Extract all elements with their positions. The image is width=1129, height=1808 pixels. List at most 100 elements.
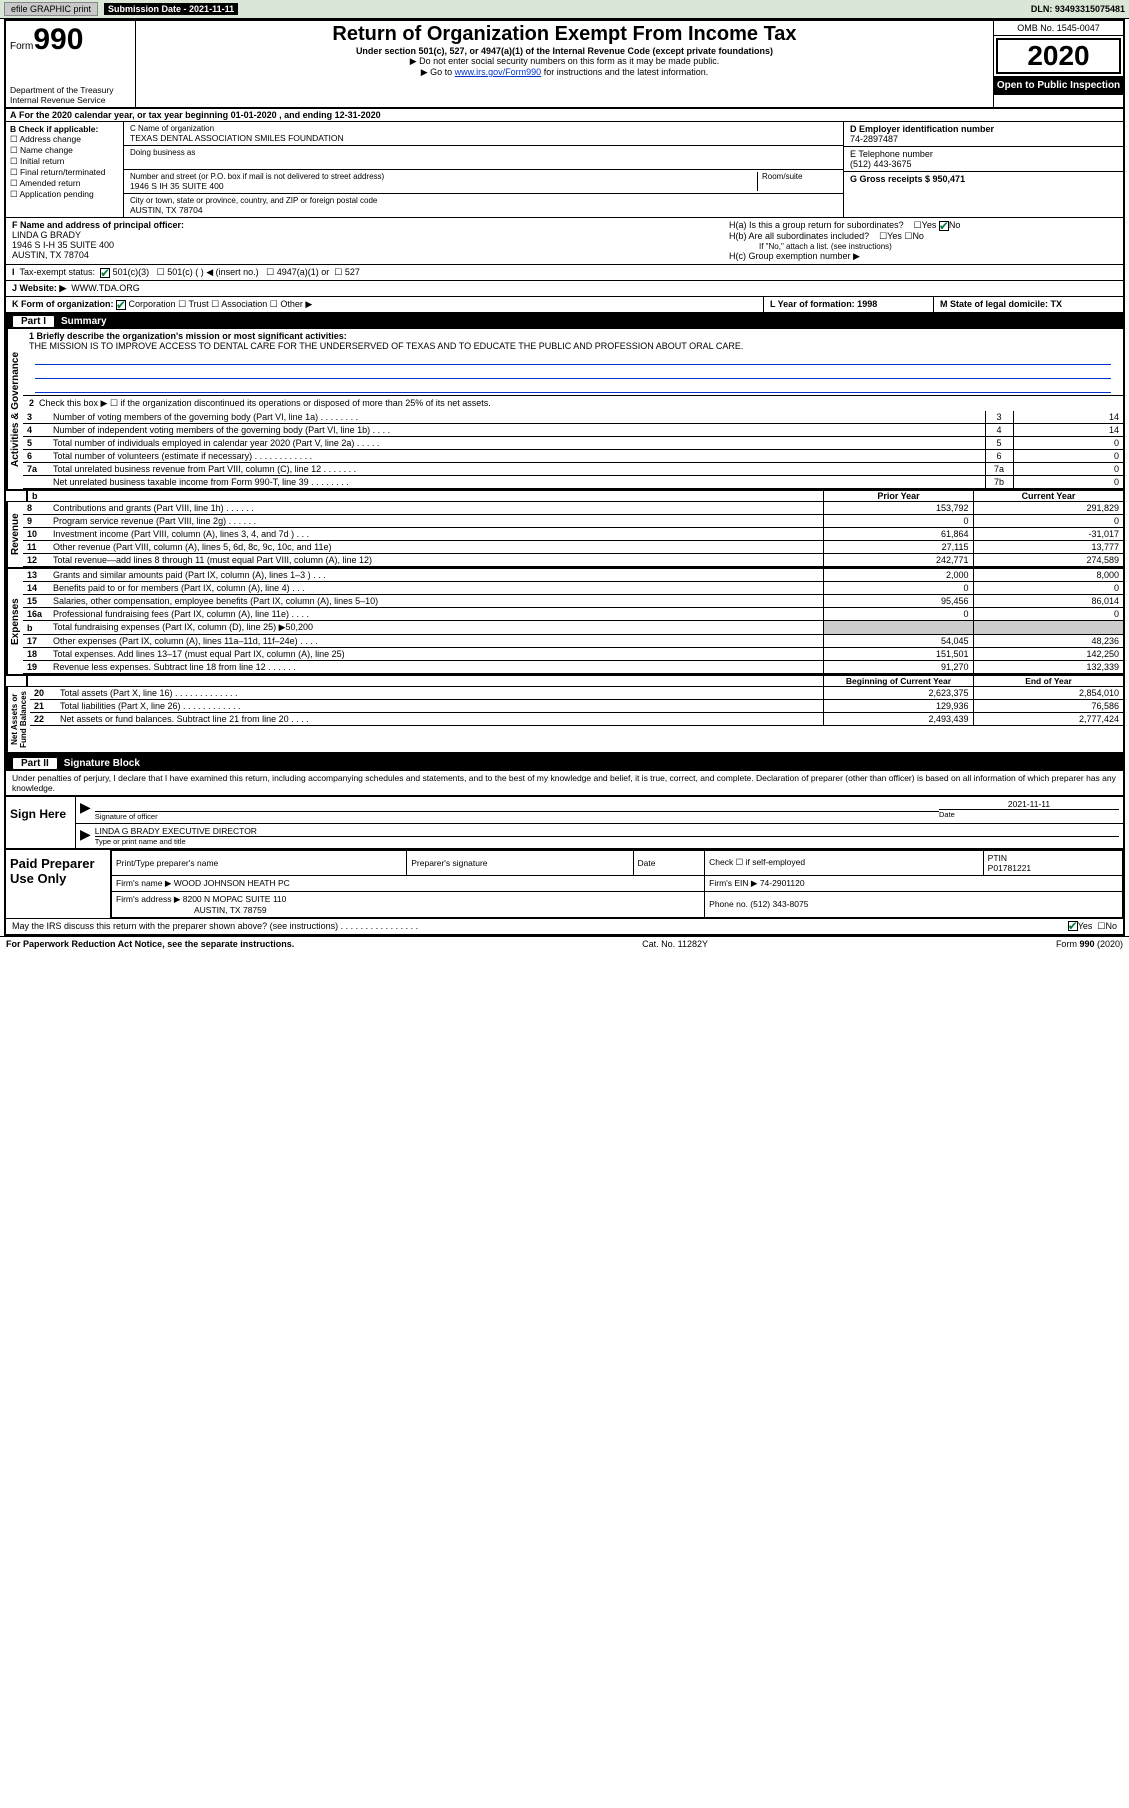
footer-form: Form 990 (2020) (1056, 939, 1123, 949)
line-num: 9 (23, 515, 49, 528)
chk-amended[interactable]: ☐ Amended return (10, 178, 119, 189)
ha-no: No (949, 220, 961, 230)
dba-block: Doing business as (124, 146, 843, 170)
part2-num: Part II (12, 757, 58, 770)
chk-pending[interactable]: ☐ Application pending (10, 189, 119, 200)
current-value: 8,000 (973, 569, 1123, 582)
street-address: 1946 S IH 35 SUITE 400 (130, 181, 757, 191)
box-f: F Name and address of principal officer:… (6, 218, 723, 264)
ha-no-check[interactable] (939, 221, 949, 231)
prior-value: 91,270 (823, 661, 973, 674)
firm-name-cell: Firm's name ▶ WOOD JOHNSON HEATH PC (112, 875, 705, 891)
c-name-lbl: C Name of organization (130, 124, 837, 133)
sig-name-row: ▶ LINDA G BRADY EXECUTIVE DIRECTOR Type … (76, 824, 1123, 848)
line-num: 20 (30, 687, 56, 700)
firm-lbl: Firm's name ▶ (116, 878, 171, 888)
preparer-table: Print/Type preparer's name Preparer's si… (111, 850, 1123, 918)
chk-corp[interactable] (116, 300, 126, 310)
box-num: 4 (985, 424, 1013, 437)
row-a-content: For the 2020 calendar year, or tax year … (19, 110, 381, 120)
prior-value: 0 (823, 582, 973, 595)
prior-value: 2,623,375 (823, 687, 973, 700)
current-value: 48,236 (973, 635, 1123, 648)
prep-h1: Print/Type preparer's name (112, 850, 407, 875)
line-num: 8 (23, 502, 49, 515)
vtab-exp: Expenses (6, 569, 23, 674)
line-text: Professional fundraising fees (Part IX, … (49, 608, 823, 621)
header-right: OMB No. 1545-0047 2020 Open to Public In… (993, 21, 1123, 107)
chk-final[interactable]: ☐ Final return/terminated (10, 167, 119, 178)
line-num: 11 (23, 541, 49, 554)
header-left: Form990 Department of the Treasury Inter… (6, 21, 136, 107)
opt-final: Final return/terminated (20, 167, 106, 177)
line-text: Investment income (Part VIII, column (A)… (49, 528, 823, 541)
irs-link[interactable]: www.irs.gov/Form990 (455, 67, 542, 77)
box-h: H(a) Is this a group return for subordin… (723, 218, 1123, 264)
date-lbl: Date (939, 809, 1119, 819)
ein-block: D Employer identification number 74-2897… (844, 122, 1123, 147)
h-a: H(a) Is this a group return for subordin… (729, 220, 1117, 231)
dln-label: DLN: 93493315075481 (1031, 4, 1125, 14)
tax-year: 2020 (996, 38, 1121, 74)
room-lbl: Room/suite (762, 172, 837, 181)
box-num: 3 (985, 411, 1013, 424)
ptin-val: P01781221 (988, 863, 1032, 873)
row-j: J Website: ▶ WWW.TDA.ORG (6, 280, 1123, 296)
part2-title: Signature Block (64, 758, 140, 769)
line-text: Net assets or fund balances. Subtract li… (56, 713, 823, 726)
prep-label: Paid Preparer Use Only (6, 850, 111, 918)
row-i: I Tax-exempt status: 501(c)(3) ☐ 501(c) … (6, 264, 1123, 280)
g-text: G Gross receipts $ 950,471 (850, 174, 965, 184)
chk-501c3[interactable] (100, 268, 110, 278)
line-value: 14 (1013, 411, 1123, 424)
line-num: 3 (23, 411, 49, 424)
form-number: Form990 (10, 23, 131, 57)
chk-name-change[interactable]: ☐ Name change (10, 145, 119, 156)
revenue-section: Revenue 8Contributions and grants (Part … (6, 502, 1123, 569)
current-value: 132,339 (973, 661, 1123, 674)
note2-post: for instructions and the latest informat… (541, 67, 708, 77)
box-num: 7b (985, 476, 1013, 489)
firm-addr-cell: Firm's address ▶ 8200 N MOPAC SUITE 110A… (112, 891, 705, 917)
efile-button[interactable]: efile GRAPHIC print (4, 2, 98, 16)
line-num: 7a (23, 463, 49, 476)
m-text: M State of legal domicile: TX (940, 299, 1062, 309)
omb-number: OMB No. 1545-0047 (994, 21, 1123, 36)
submission-date: Submission Date - 2021-11-11 (104, 3, 238, 15)
hb-no: No (912, 231, 924, 241)
yes-lbl: Yes (1078, 921, 1093, 932)
current-value: 0 (973, 582, 1123, 595)
line-text: Total number of volunteers (estimate if … (49, 450, 985, 463)
form-subtitle: Under section 501(c), 527, or 4947(a)(1)… (142, 46, 987, 56)
note2-pre: ▶ Go to (421, 67, 455, 77)
line-num: 14 (23, 582, 49, 595)
discuss-yes[interactable] (1068, 921, 1078, 931)
opt-amended: Amended return (20, 178, 81, 188)
k-o4: Other ▶ (280, 299, 312, 309)
line-text: Revenue less expenses. Subtract line 18 … (49, 661, 823, 674)
prior-value: 151,501 (823, 648, 973, 661)
line-num: 15 (23, 595, 49, 608)
line-value: 0 (1013, 463, 1123, 476)
chk-address-change[interactable]: ☐ Address change (10, 134, 119, 145)
page-footer: For Paperwork Reduction Act Notice, see … (0, 936, 1129, 951)
prior-value: 0 (823, 608, 973, 621)
expenses-section: Expenses 13Grants and similar amounts pa… (6, 569, 1123, 676)
box-m: M State of legal domicile: TX (933, 297, 1123, 312)
expenses-table: 13Grants and similar amounts paid (Part … (23, 569, 1123, 674)
prep-h3: Date (633, 850, 705, 875)
arrow-icon: ▶ (80, 799, 91, 821)
i-lbl: Tax-exempt status: (20, 267, 96, 277)
line-text: Total revenue—add lines 8 through 11 (mu… (49, 554, 823, 567)
footer-left: For Paperwork Reduction Act Notice, see … (6, 939, 294, 949)
current-value: 0 (973, 608, 1123, 621)
ha-text: H(a) Is this a group return for subordin… (729, 220, 904, 230)
prior-value: 129,936 (823, 700, 973, 713)
hdr-prior: Prior Year (823, 491, 973, 501)
line-num: 16a (23, 608, 49, 621)
firm-addr2: AUSTIN, TX 78759 (194, 905, 267, 915)
dept-treasury: Department of the Treasury Internal Reve… (10, 85, 131, 105)
discuss-text: May the IRS discuss this return with the… (12, 921, 1068, 932)
chk-initial[interactable]: ☐ Initial return (10, 156, 119, 167)
prior-value: 54,045 (823, 635, 973, 648)
